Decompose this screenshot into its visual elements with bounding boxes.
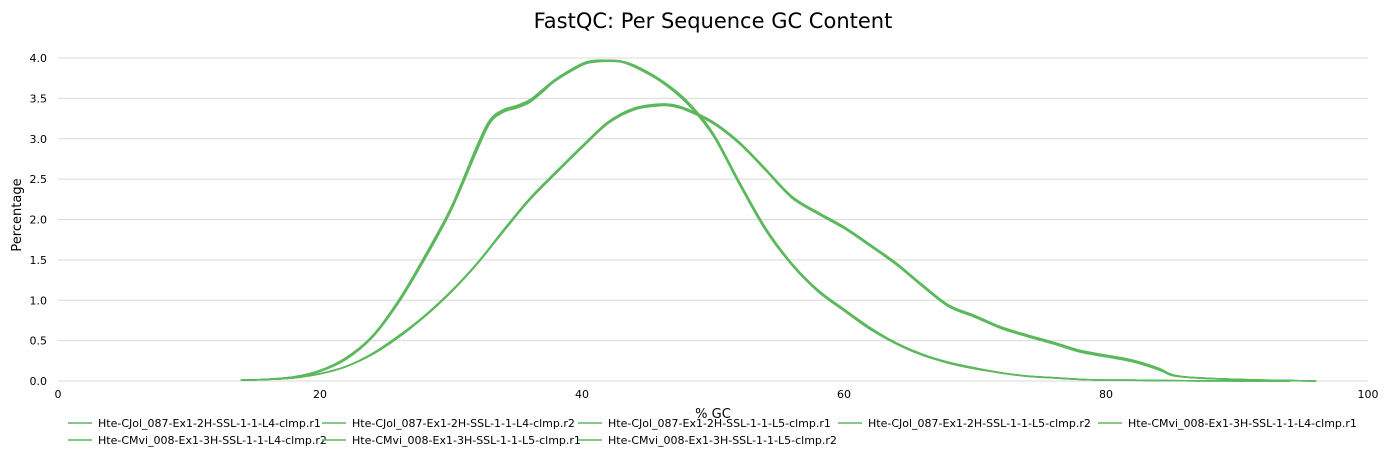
- y-tick-label: 4.0: [30, 52, 48, 65]
- series-line-5[interactable]: [240, 103, 1317, 382]
- x-tick-label: 0: [55, 388, 62, 401]
- x-tick-label: 80: [1099, 388, 1113, 401]
- series-lines: [240, 59, 1317, 382]
- x-tick-labels: 0 20 40 60 80 100: [55, 388, 1379, 401]
- legend-item-label[interactable]: Hte-CJol_087-Ex1-2H-SSL-1-1-L4-clmp.r2: [352, 417, 575, 430]
- series-line-6[interactable]: [240, 104, 1317, 382]
- legend-item-label[interactable]: Hte-CMvi_008-Ex1-3H-SSL-1-1-L4-clmp.r1: [1128, 417, 1357, 430]
- y-tick-label: 2.0: [30, 214, 48, 227]
- chart-title: FastQC: Per Sequence GC Content: [534, 9, 893, 33]
- x-tick-label: 60: [837, 388, 851, 401]
- legend-item-label[interactable]: Hte-CMvi_008-Ex1-3H-SSL-1-1-L5-clmp.r2: [608, 434, 837, 447]
- y-tick-label: 0.5: [30, 335, 48, 348]
- x-tick-label: 20: [313, 388, 327, 401]
- legend-item-label[interactable]: Hte-CJol_087-Ex1-2H-SSL-1-1-L5-clmp.r2: [868, 417, 1091, 430]
- y-tick-labels: 0.0 0.5 1.0 1.5 2.0 2.5 3.0 3.5 4.0: [30, 52, 48, 388]
- series-line-1[interactable]: [240, 59, 1291, 382]
- gridlines: [58, 57, 1368, 382]
- x-tick-label: 40: [575, 388, 589, 401]
- y-axis-label: Percentage: [10, 178, 25, 251]
- y-tick-label: 2.5: [30, 173, 48, 186]
- legend: Hte-CJol_087-Ex1-2H-SSL-1-1-L4-clmp.r1 Ht…: [68, 417, 1357, 447]
- legend-item-label[interactable]: Hte-CMvi_008-Ex1-3H-SSL-1-1-L4-clmp.r2: [98, 434, 327, 447]
- y-tick-label: 3.0: [30, 133, 48, 146]
- legend-item-label[interactable]: Hte-CJol_087-Ex1-2H-SSL-1-1-L4-clmp.r1: [98, 417, 321, 430]
- x-axis-label: % GC: [695, 407, 731, 422]
- y-tick-label: 1.5: [30, 254, 48, 267]
- legend-item-label[interactable]: Hte-CMvi_008-Ex1-3H-SSL-1-1-L5-clmp.r1: [352, 434, 581, 447]
- series-line-2[interactable]: [240, 60, 1291, 382]
- series-line-7[interactable]: [240, 103, 1317, 382]
- y-tick-label: 1.0: [30, 294, 48, 307]
- series-line-4[interactable]: [240, 103, 1317, 382]
- x-tick-label: 100: [1358, 388, 1379, 401]
- y-tick-label: 0.0: [30, 375, 48, 388]
- legend-item-label[interactable]: Hte-CJol_087-Ex1-2H-SSL-1-1-L5-clmp.r1: [608, 417, 831, 430]
- y-tick-label: 3.5: [30, 92, 48, 105]
- series-line-3[interactable]: [240, 59, 1291, 382]
- series-line-0[interactable]: [240, 59, 1291, 382]
